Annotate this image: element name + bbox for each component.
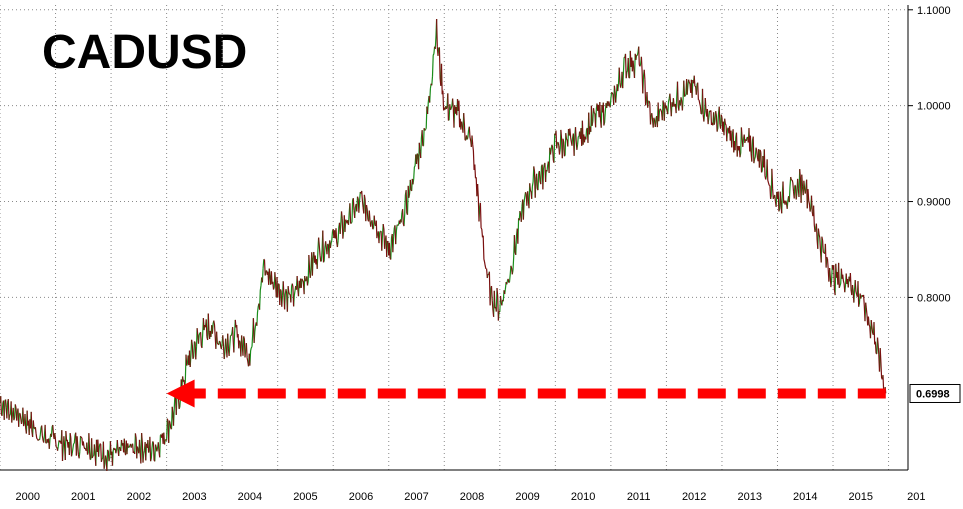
x-tick-label: 2010 bbox=[571, 491, 595, 503]
x-tick-label: 2006 bbox=[349, 491, 373, 503]
x-tick-label: 2008 bbox=[460, 491, 484, 503]
y-tick-label: 1.1000 bbox=[917, 5, 951, 17]
y-tick-label: 0.9000 bbox=[917, 197, 951, 209]
last-value-arrow-head bbox=[166, 379, 195, 408]
x-tick-label: 2003 bbox=[182, 491, 206, 503]
x-tick-label: 2000 bbox=[16, 491, 40, 503]
x-tick-label: 2013 bbox=[737, 491, 761, 503]
series-line-down bbox=[0, 18, 887, 472]
x-tick-label: 2009 bbox=[515, 491, 539, 503]
x-tick-label: 2012 bbox=[682, 491, 706, 503]
x-tick-label: 2004 bbox=[238, 491, 262, 503]
y-tick-label: 1.0000 bbox=[917, 101, 951, 113]
last-value-label: 0.6998 bbox=[916, 388, 950, 400]
x-tick-label: 201 bbox=[907, 491, 925, 503]
x-tick-label: 2007 bbox=[404, 491, 428, 503]
y-tick-label: 0.8000 bbox=[917, 292, 951, 304]
x-tick-label: 2005 bbox=[293, 491, 317, 503]
x-tick-label: 2002 bbox=[127, 491, 151, 503]
x-tick-label: 2015 bbox=[849, 491, 873, 503]
last-value-badge bbox=[909, 383, 961, 403]
x-tick-label: 2011 bbox=[627, 491, 651, 503]
x-tick-label: 2014 bbox=[793, 491, 817, 503]
x-tick-label: 2001 bbox=[71, 491, 95, 503]
chart-title: CADUSD bbox=[42, 26, 247, 79]
